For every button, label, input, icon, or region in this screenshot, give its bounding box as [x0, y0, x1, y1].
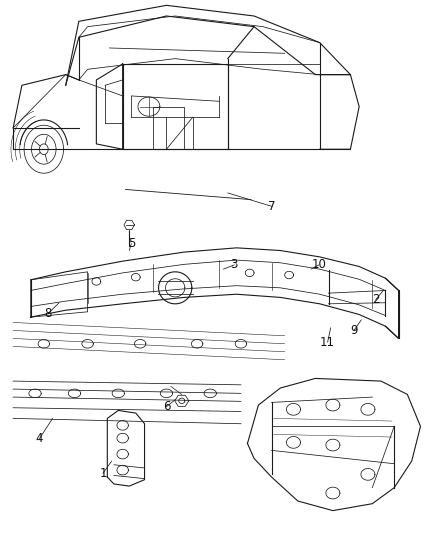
Text: 3: 3	[231, 259, 238, 271]
Text: 7: 7	[268, 200, 276, 213]
Text: 5: 5	[128, 237, 135, 250]
Polygon shape	[124, 220, 134, 230]
Text: 4: 4	[35, 432, 43, 445]
Text: 1: 1	[99, 467, 107, 480]
Text: 8: 8	[45, 307, 52, 320]
Text: 2: 2	[372, 293, 380, 306]
Text: 11: 11	[320, 336, 335, 349]
Text: 9: 9	[350, 324, 358, 337]
Text: 6: 6	[162, 400, 170, 413]
Text: 10: 10	[311, 259, 326, 271]
